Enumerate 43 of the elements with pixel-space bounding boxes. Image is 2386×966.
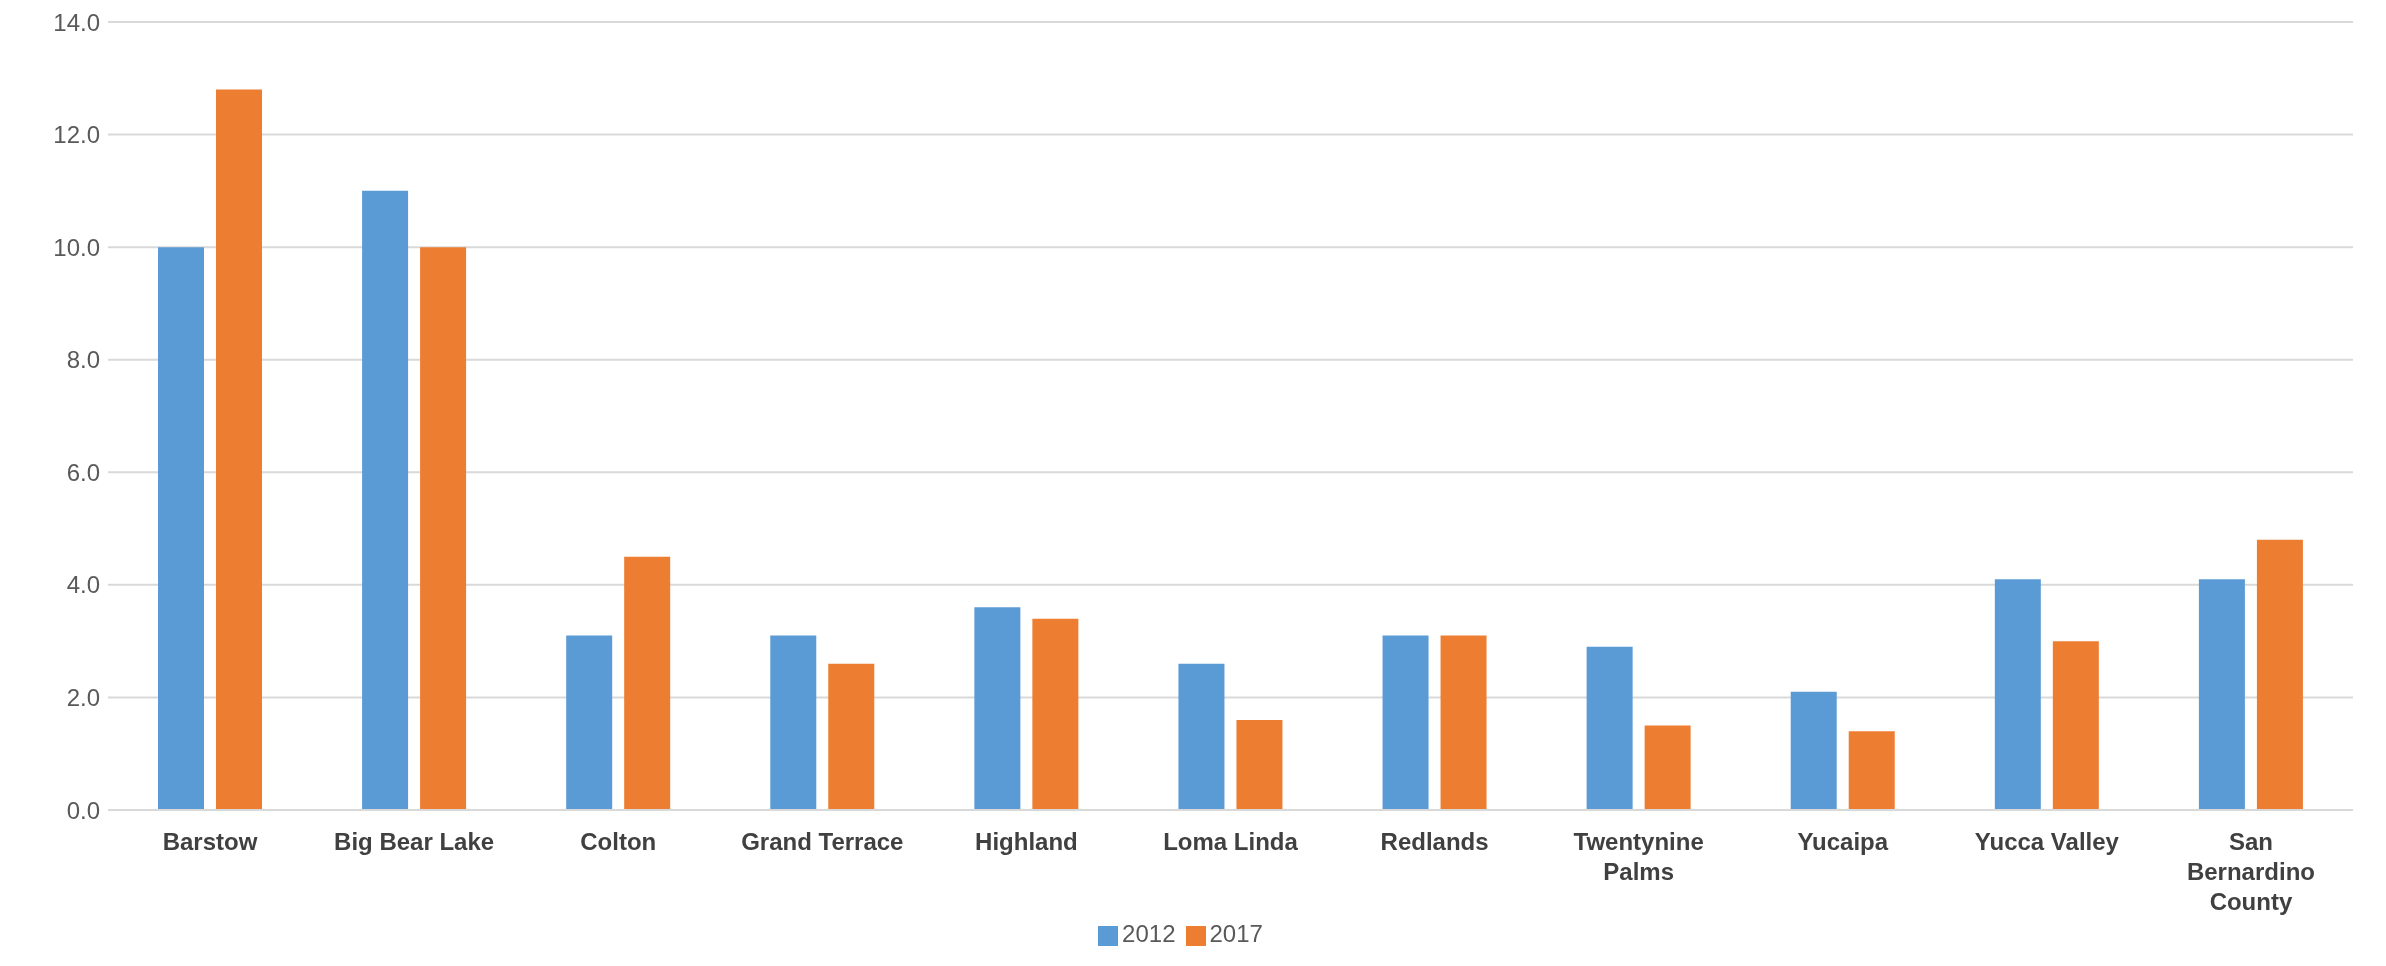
x-tick-label: Barstow <box>162 828 258 855</box>
x-tick-label: Redlands <box>1380 828 1489 855</box>
legend-label: 2017 <box>1209 920 1263 947</box>
y-tick-label: 2.0 <box>66 683 100 711</box>
y-tick-label: 12.0 <box>53 121 100 149</box>
bar <box>974 607 1021 810</box>
x-tick-label: Yucca Valley <box>1974 828 2120 855</box>
bar <box>1644 725 1691 810</box>
bar <box>828 663 875 810</box>
bar <box>362 190 409 810</box>
x-tick-label: Twentynine Palms <box>1573 828 1704 885</box>
x-tick-label: Big Bear Lake <box>334 828 495 855</box>
x-tick-label: Loma Linda <box>1163 828 1299 855</box>
y-tick-label: 4.0 <box>66 571 100 599</box>
legend-label: 2012 <box>1122 920 1176 947</box>
bar <box>2256 539 2303 810</box>
bar <box>1032 618 1079 810</box>
y-tick-label: 6.0 <box>66 458 100 486</box>
bar <box>1236 719 1283 810</box>
bar <box>216 89 262 810</box>
bar <box>158 247 204 810</box>
bar <box>566 635 613 810</box>
y-tick-label: 8.0 <box>66 346 100 374</box>
bar <box>770 635 817 810</box>
bar <box>2052 641 2099 810</box>
x-tick-label: San Bernardino County <box>2186 828 2315 915</box>
x-tick-label: Yucaipa <box>1797 828 1889 855</box>
bar <box>1848 731 1895 810</box>
bar <box>624 556 671 810</box>
x-tick-label: Highland <box>975 828 1078 855</box>
bar <box>1586 646 1633 810</box>
bar <box>1994 579 2041 810</box>
x-tick-label: Grand Terrace <box>741 828 904 855</box>
bar <box>1440 635 1487 810</box>
x-tick-label: Colton <box>580 828 657 855</box>
bar <box>420 247 467 810</box>
bar <box>1790 691 1837 810</box>
bar <box>1382 635 1429 810</box>
y-tick-label: 10.0 <box>53 233 100 261</box>
bar <box>2198 579 2245 810</box>
bar <box>1178 663 1225 810</box>
y-tick-label: 14.0 <box>53 8 100 36</box>
y-tick-label: 0.0 <box>66 796 100 824</box>
